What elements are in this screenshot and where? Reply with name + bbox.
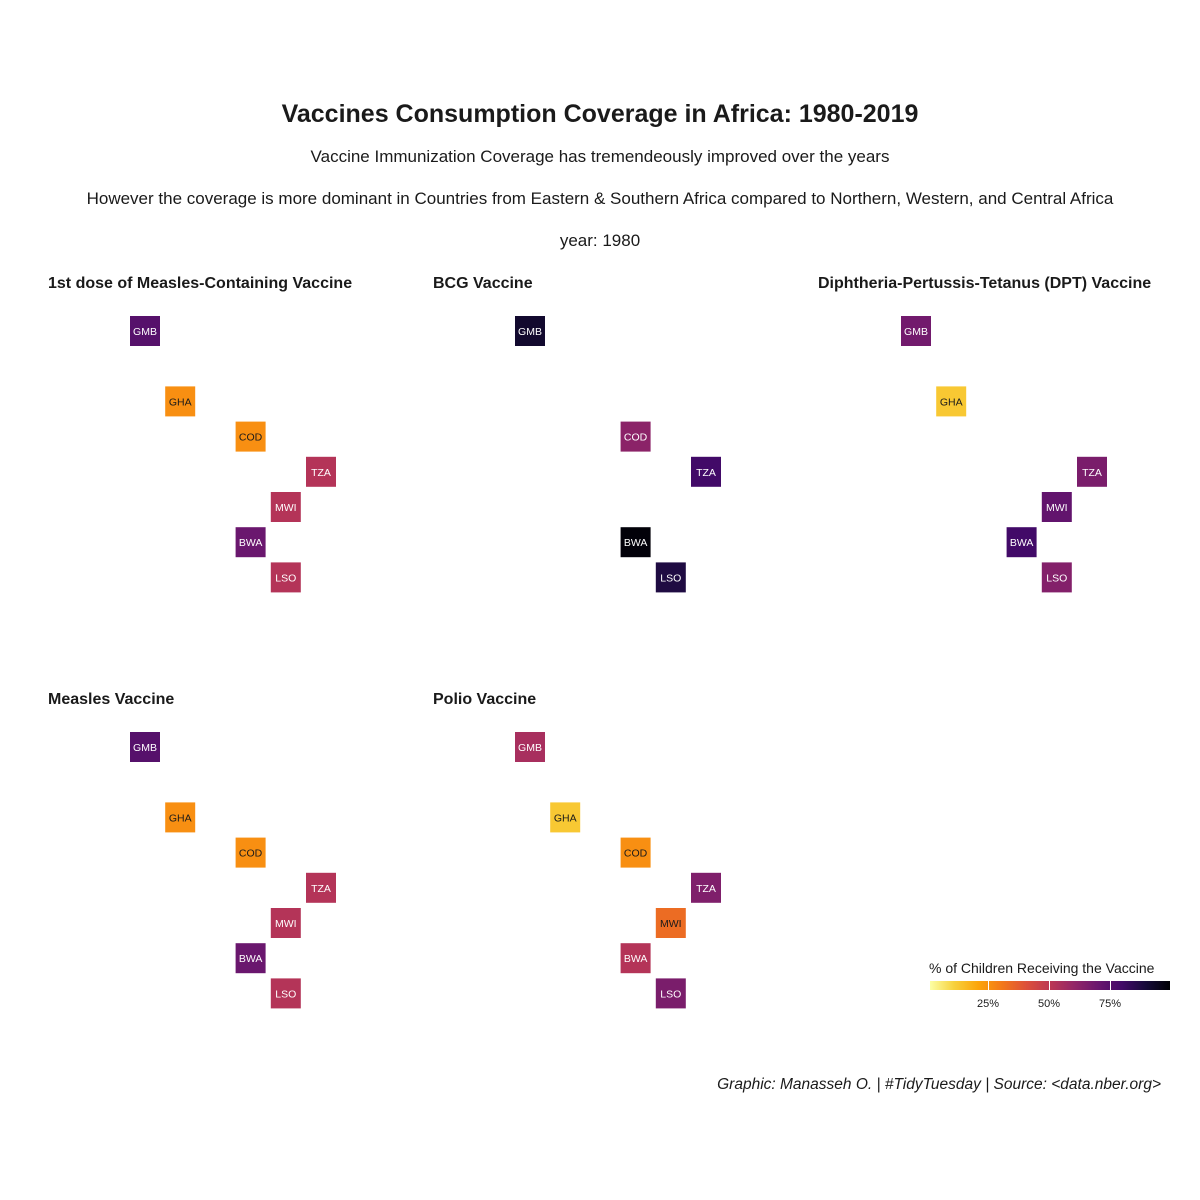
tile-label-cod: COD <box>624 432 648 444</box>
panel-title-mcv1: 1st dose of Measles-Containing Vaccine <box>48 275 353 292</box>
chart-caption: Graphic: Manasseh O. | #TidyTuesday | So… <box>717 1076 1161 1093</box>
legend-tick-mark <box>988 981 989 990</box>
tile-mwi <box>270 492 301 522</box>
tile-label-mwi: MWI <box>275 918 297 930</box>
tile-tza <box>306 872 336 903</box>
tile-gha <box>936 386 967 417</box>
tile-label-lso: LSO <box>1046 572 1067 584</box>
tile-label-tza: TZA <box>311 883 331 895</box>
tile-label-bwa: BWA <box>239 537 263 549</box>
tile-label-tza: TZA <box>311 467 331 479</box>
tile-bwa <box>235 527 266 558</box>
tile-label-lso: LSO <box>275 572 296 584</box>
legend-label: 25% <box>976 998 1000 1010</box>
tile-label-gha: GHA <box>169 396 192 408</box>
tile-lso <box>1041 562 1072 593</box>
tile-tza <box>306 456 336 487</box>
legend-label: 50% <box>1037 998 1061 1010</box>
tile-gmb <box>130 732 160 762</box>
tile-label-gmb: GMB <box>518 742 542 754</box>
tile-label-mwi: MWI <box>660 918 682 930</box>
tile-label-cod: COD <box>239 848 263 860</box>
tile-label-gmb: GMB <box>133 326 157 338</box>
tile-label-lso: LSO <box>660 572 681 584</box>
tile-cod <box>235 837 266 868</box>
tile-bwa <box>1006 527 1037 558</box>
tile-label-gmb: GMB <box>904 326 928 338</box>
chart-title: Vaccines Consumption Coverage in Africa:… <box>281 100 919 128</box>
legend-label: 75% <box>1098 998 1122 1010</box>
tile-label-bwa: BWA <box>1010 537 1034 549</box>
tile-label-tza: TZA <box>696 883 716 895</box>
tile-label-bwa: BWA <box>624 953 648 965</box>
tile-label-lso: LSO <box>660 988 681 1000</box>
tile-label-cod: COD <box>624 848 648 860</box>
tile-cod <box>620 421 651 452</box>
legend-tick-mark <box>1110 981 1111 990</box>
tile-mwi <box>1041 492 1072 522</box>
tile-lso <box>270 562 301 593</box>
tile-label-mwi: MWI <box>275 502 297 514</box>
tile-bwa <box>235 943 266 974</box>
tile-gha <box>165 802 196 833</box>
panel-title-polio: Polio Vaccine <box>433 691 537 708</box>
panel-title-measles: Measles Vaccine <box>48 691 175 708</box>
tile-lso <box>655 978 686 1009</box>
tile-lso <box>655 562 686 593</box>
chart-subtitle-2: However the coverage is more dominant in… <box>86 189 1114 208</box>
tile-mwi <box>270 908 301 938</box>
tile-tza <box>691 456 721 487</box>
tile-label-bwa: BWA <box>624 537 648 549</box>
chart-year-label: year: 1980 <box>559 231 641 250</box>
tile-label-lso: LSO <box>275 988 296 1000</box>
tile-gha <box>550 802 581 833</box>
chart-subtitle-1: Vaccine Immunization Coverage has tremen… <box>310 147 890 166</box>
panel-title-bcg: BCG Vaccine <box>433 275 533 292</box>
tile-label-tza: TZA <box>696 467 716 479</box>
legend-colorbar <box>930 981 1170 990</box>
tile-bwa <box>620 527 651 558</box>
tile-bwa <box>620 943 651 974</box>
tile-tza <box>691 872 721 903</box>
tile-label-gha: GHA <box>554 812 577 824</box>
tile-label-gmb: GMB <box>133 742 157 754</box>
tile-gmb <box>515 732 545 762</box>
tile-cod <box>620 837 651 868</box>
tile-gmb <box>130 316 160 346</box>
tile-gmb <box>901 316 931 346</box>
panel-title-dpt: Diphtheria-Pertussis-Tetanus (DPT) Vacci… <box>818 275 1152 292</box>
tile-cod <box>235 421 266 452</box>
legend-title: % of Children Receiving the Vaccine <box>929 960 1155 976</box>
tile-label-gha: GHA <box>940 396 963 408</box>
tile-gmb <box>515 316 545 346</box>
tile-label-gha: GHA <box>169 812 192 824</box>
tile-label-mwi: MWI <box>1046 502 1068 514</box>
tile-label-cod: COD <box>239 432 263 444</box>
tile-label-gmb: GMB <box>518 326 542 338</box>
tile-mwi <box>655 908 686 938</box>
tile-label-tza: TZA <box>1082 467 1102 479</box>
tile-label-bwa: BWA <box>239 953 263 965</box>
tile-lso <box>270 978 301 1009</box>
tile-gha <box>165 386 196 417</box>
legend-tick-mark <box>1049 981 1050 990</box>
tile-tza <box>1077 456 1107 487</box>
